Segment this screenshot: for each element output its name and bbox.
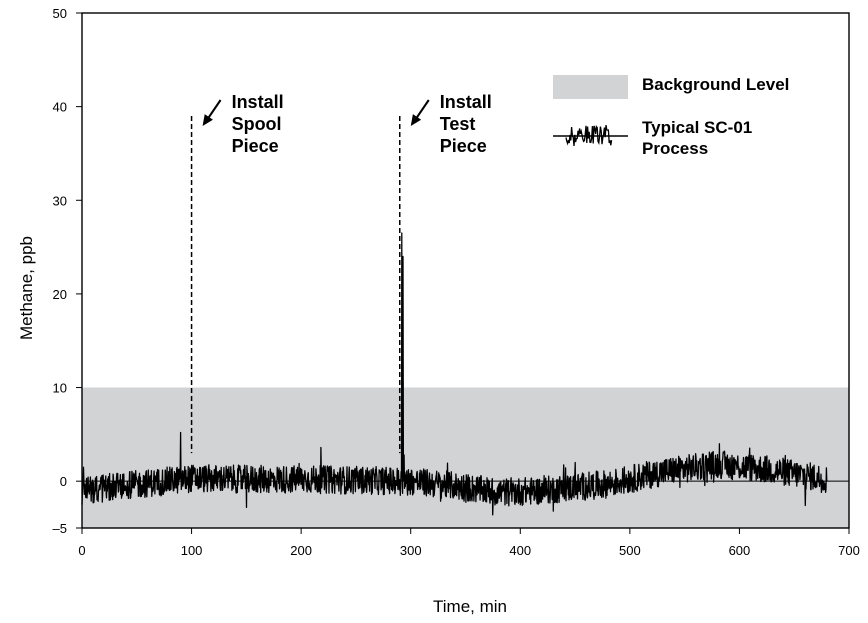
legend-label-process-line1: Typical SC-01: [642, 118, 752, 137]
y-tick-label: 20: [53, 287, 67, 302]
annotation-label: Spool: [232, 114, 282, 134]
x-tick-label: 500: [619, 543, 641, 558]
background-level-band: [82, 387, 849, 528]
annotation-label: Piece: [440, 136, 487, 156]
y-axis-title: Methane, ppb: [17, 236, 36, 340]
legend-swatch-background-level: [553, 75, 628, 99]
x-tick-label: 600: [729, 543, 751, 558]
y-tick-label: 0: [60, 474, 67, 489]
annotation-label: Test: [440, 114, 476, 134]
y-tick-label: 50: [53, 6, 67, 21]
y-tick-label: 40: [53, 100, 67, 115]
plot-frame: [81, 12, 850, 529]
y-tick-label: –5: [53, 521, 67, 536]
y-tick-label: 30: [53, 193, 67, 208]
legend-label-process-line2: Process: [642, 139, 708, 158]
annotation-label: Install: [232, 92, 284, 112]
methane-trace: [81, 232, 828, 516]
legend-swatch-process: [553, 124, 628, 146]
annotation-label: Piece: [232, 136, 279, 156]
x-tick-label: 700: [838, 543, 860, 558]
annotation-label: Install: [440, 92, 492, 112]
annotation-arrowhead: [202, 114, 213, 126]
x-axis: 0 100 200 300 400 500 600 700: [78, 528, 860, 558]
annotation-arrowhead: [410, 114, 422, 126]
x-tick-label: 300: [400, 543, 422, 558]
y-tick-label: 10: [53, 381, 67, 396]
x-tick-label: 400: [509, 543, 531, 558]
legend: Background Level Typical SC-01 Process: [553, 75, 789, 158]
x-tick-label: 0: [78, 543, 85, 558]
x-axis-title: Time, min: [433, 597, 507, 616]
x-tick-label: 100: [181, 543, 203, 558]
x-tick-label: 200: [290, 543, 312, 558]
y-axis: –5 0 10 20 30 40 50: [53, 6, 82, 536]
legend-swatch-noise: [565, 124, 613, 146]
legend-label-background-level: Background Level: [642, 75, 789, 94]
annotation-lines: [190, 116, 401, 454]
